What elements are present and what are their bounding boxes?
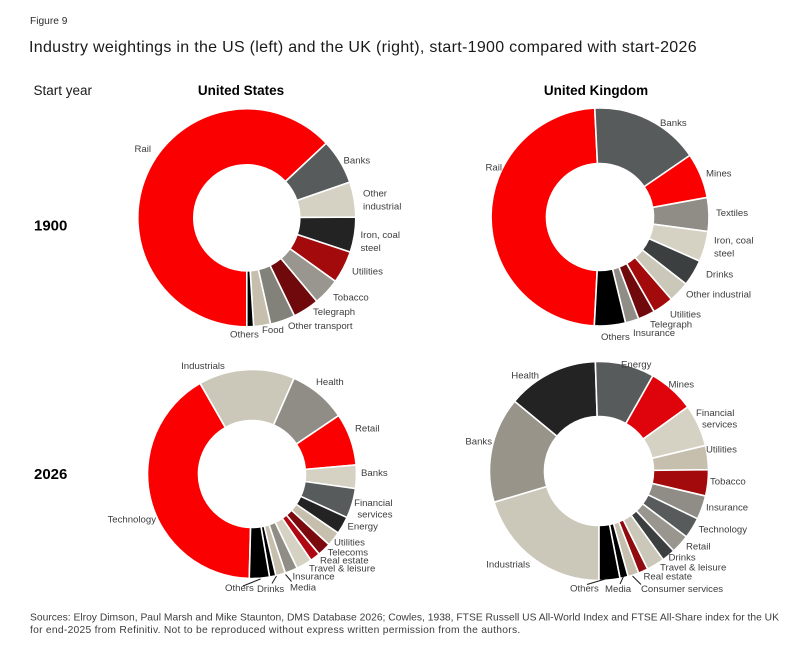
svg-text:services: services [702, 420, 737, 431]
svg-text:Technology: Technology [699, 525, 748, 536]
svg-text:Mines: Mines [706, 169, 732, 180]
svg-text:Energy: Energy [348, 522, 379, 533]
svg-text:Retail: Retail [686, 542, 711, 553]
svg-text:Utilities: Utilities [334, 538, 365, 549]
svg-text:Media: Media [605, 584, 632, 595]
svg-text:Industrials: Industrials [486, 560, 530, 571]
svg-text:Insurance: Insurance [293, 572, 335, 583]
svg-text:industrial: industrial [363, 202, 401, 213]
svg-text:Iron, coal: Iron, coal [714, 236, 753, 247]
svg-text:Other transport: Other transport [288, 321, 353, 332]
svg-text:Real estate: Real estate [320, 556, 369, 567]
svg-text:Tobacco: Tobacco [710, 477, 746, 488]
svg-text:United States: United States [198, 83, 284, 98]
svg-text:for end-2025 from Refinitiv. N: for end-2025 from Refinitiv. Not to be r… [30, 625, 520, 636]
svg-text:Other: Other [363, 189, 388, 200]
svg-text:Banks: Banks [344, 156, 371, 167]
svg-text:United Kingdom: United Kingdom [544, 83, 648, 98]
svg-text:Other industrial: Other industrial [686, 290, 751, 301]
svg-text:Travel & leisure: Travel & leisure [660, 563, 726, 574]
svg-text:Financial: Financial [696, 408, 734, 419]
svg-text:Iron, coal: Iron, coal [361, 230, 400, 241]
svg-text:Insurance: Insurance [633, 328, 675, 339]
svg-text:Banks: Banks [660, 118, 687, 129]
svg-text:2026: 2026 [34, 466, 67, 483]
svg-text:Figure 9: Figure 9 [30, 16, 68, 27]
svg-text:Insurance: Insurance [706, 503, 748, 514]
svg-text:Media: Media [290, 583, 317, 594]
svg-text:Health: Health [511, 371, 539, 382]
svg-text:Utilities: Utilities [670, 310, 701, 321]
svg-text:Utilities: Utilities [706, 445, 737, 456]
svg-text:Rail: Rail [485, 163, 502, 174]
svg-text:Banks: Banks [465, 437, 492, 448]
svg-text:Financial: Financial [354, 498, 392, 509]
svg-text:Rail: Rail [134, 144, 151, 155]
svg-text:Others: Others [570, 584, 599, 595]
svg-text:services: services [357, 510, 392, 521]
svg-text:Retail: Retail [355, 424, 380, 435]
svg-text:Telecoms: Telecoms [328, 548, 369, 559]
svg-text:Telegraph: Telegraph [313, 307, 355, 318]
svg-text:Travel & leisure: Travel & leisure [309, 564, 375, 575]
svg-text:Banks: Banks [361, 468, 388, 479]
svg-text:Start year: Start year [34, 83, 93, 98]
svg-text:Drinks: Drinks [669, 553, 696, 564]
svg-text:Energy: Energy [621, 360, 652, 371]
svg-text:Industrials: Industrials [181, 361, 225, 372]
svg-text:Drinks: Drinks [706, 270, 733, 281]
svg-text:Technology: Technology [107, 515, 156, 526]
svg-text:Industry weightings in the US: Industry weightings in the US (left) and… [29, 39, 697, 56]
svg-text:Tobacco: Tobacco [333, 293, 369, 304]
svg-text:Real estate: Real estate [644, 572, 693, 583]
svg-text:1900: 1900 [34, 218, 67, 235]
svg-text:Drinks: Drinks [257, 584, 284, 595]
svg-text:Others: Others [601, 332, 630, 343]
svg-text:steel: steel [361, 243, 381, 254]
svg-text:steel: steel [714, 249, 734, 260]
svg-text:Sources: Elroy Dimson, Paul Ma: Sources: Elroy Dimson, Paul Marsh and Mi… [30, 613, 779, 624]
svg-text:Utilities: Utilities [352, 267, 383, 278]
svg-text:Others: Others [225, 583, 254, 594]
svg-text:Textiles: Textiles [716, 208, 748, 219]
svg-text:Food: Food [262, 325, 284, 336]
svg-text:Health: Health [316, 377, 344, 388]
svg-text:Others: Others [230, 330, 259, 341]
svg-text:Mines: Mines [669, 380, 695, 391]
svg-text:Telegraph: Telegraph [650, 320, 692, 331]
svg-text:Consumer services: Consumer services [641, 584, 723, 595]
